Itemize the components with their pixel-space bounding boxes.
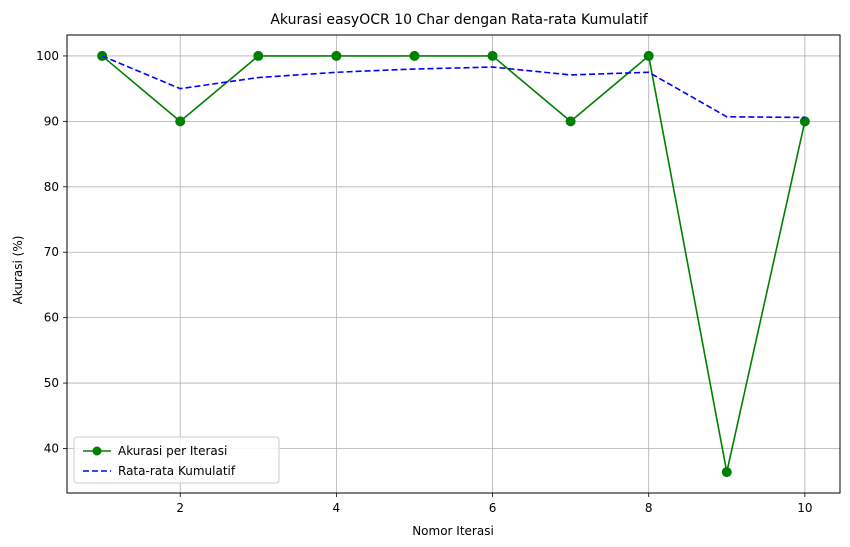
y-tick-label: 50	[44, 376, 59, 390]
y-tick-label: 40	[44, 442, 59, 456]
series-1-point	[331, 50, 342, 61]
legend-label-1: Akurasi per Iterasi	[118, 444, 227, 458]
x-tick-label: 10	[797, 501, 812, 515]
x-tick-label: 6	[489, 501, 497, 515]
y-tick-label: 90	[44, 114, 59, 128]
plot-area	[67, 35, 840, 493]
series-1-point	[97, 50, 108, 61]
series-1-point	[799, 116, 810, 127]
series-1-point	[565, 116, 576, 127]
series-layer	[97, 50, 810, 478]
grid	[67, 35, 840, 493]
x-tick-label: 2	[176, 501, 184, 515]
legend: Akurasi per Iterasi Rata-rata Kumulatif	[73, 436, 280, 484]
chart-title: Akurasi easyOCR 10 Char dengan Rata-rata…	[270, 12, 648, 28]
ticks: 2 4 6 8 10 40 50 60 70 80 90 100	[36, 49, 812, 515]
series-1-point	[487, 50, 498, 61]
legend-label-2: Rata-rata Kumulatif	[118, 464, 236, 478]
x-tick-label: 4	[333, 501, 341, 515]
y-tick-label: 60	[44, 311, 59, 325]
series-1-point	[409, 50, 420, 61]
y-axis-title: Akurasi (%)	[11, 236, 25, 305]
series-1-point	[175, 116, 186, 127]
plot-frame	[66, 34, 841, 494]
x-tick-label: 8	[645, 501, 653, 515]
y-tick-label: 80	[44, 180, 59, 194]
series-1-point	[721, 467, 732, 478]
legend-marker-1	[92, 446, 102, 456]
y-tick-label: 70	[44, 245, 59, 259]
legend-box	[73, 436, 280, 484]
series-line-1	[101, 55, 806, 473]
y-tick-label: 100	[36, 49, 59, 63]
x-axis-title: Nomor Iterasi	[412, 524, 494, 538]
series-line-2	[101, 55, 805, 119]
series-1-point	[253, 50, 264, 61]
series-1-point	[643, 50, 654, 61]
